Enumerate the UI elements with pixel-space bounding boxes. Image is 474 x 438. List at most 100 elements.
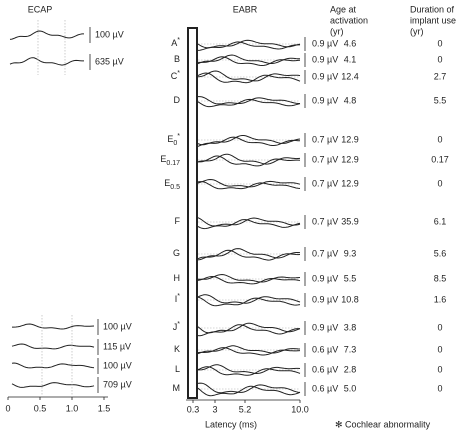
scale-label: 115 µV: [103, 341, 131, 351]
scale-label: 635 µV: [95, 56, 124, 66]
age: 5.0: [344, 383, 357, 393]
ecap-trace: [11, 362, 95, 369]
row-letter: E: [160, 154, 166, 164]
eabr-trace: [197, 70, 301, 82]
row-label: B: [174, 54, 180, 64]
row-note: *: [177, 70, 180, 77]
eabr-trace: [198, 364, 301, 375]
eabr-trace: [197, 382, 301, 394]
x-tick-label: 0.3: [187, 404, 200, 414]
age: 35.9: [341, 216, 359, 226]
scale-label: 0.9 µV: [312, 38, 338, 48]
duration: 0: [437, 178, 442, 188]
row-letter: J: [173, 322, 178, 332]
row-subscript: 0: [173, 140, 177, 147]
row-label: A*: [171, 37, 180, 49]
row-letter: H: [174, 273, 181, 283]
eabr-trace: [197, 136, 301, 147]
duration: 0.17: [431, 154, 449, 164]
row-label: F: [175, 216, 181, 226]
eabr-trace: [197, 324, 300, 337]
x-tick-label: 3: [212, 404, 217, 414]
duration: 1.6: [434, 294, 447, 304]
row-letter: I: [175, 294, 178, 304]
age: 9.3: [344, 248, 357, 258]
eabr-trace: [197, 72, 301, 84]
eabr-trace: [198, 96, 300, 105]
scale-label: 0.9 µV: [312, 294, 338, 304]
eabr-trace: [197, 275, 301, 285]
eabr-trace: [197, 219, 301, 230]
ecap-title: ECAP: [28, 4, 53, 14]
eabr-trace: [197, 178, 301, 188]
row-letter: B: [174, 54, 180, 64]
age-header: activation: [330, 15, 368, 25]
eabr-trace: [197, 296, 301, 307]
row-label: I*: [175, 293, 181, 305]
duration-header: Duration of: [410, 4, 455, 14]
row-subscript: 0.17: [166, 160, 180, 167]
row-note: *: [177, 133, 180, 140]
age: 12.9: [341, 178, 359, 188]
eabr-trace: [197, 294, 301, 304]
row-letter: F: [175, 216, 181, 226]
age: 12.4: [341, 71, 359, 81]
scale-label: 0.7 µV: [312, 134, 338, 144]
age-header: (yr): [330, 26, 344, 36]
eabr-trace: [197, 181, 301, 190]
duration: 0: [437, 322, 442, 332]
ecap-trace: [12, 323, 95, 330]
duration-header: implant use: [410, 15, 456, 25]
duration: 0: [437, 364, 442, 374]
row-letter: E: [164, 178, 170, 188]
age: 10.8: [341, 294, 359, 304]
eabr-trace: [198, 273, 301, 283]
scale-label: 0.7 µV: [312, 216, 338, 226]
eabr-title: EABR: [233, 4, 258, 14]
duration: 2.7: [434, 71, 447, 81]
scale-label: 0.6 µV: [312, 364, 338, 374]
scale-label: 0.9 µV: [312, 54, 338, 64]
ecap-trace: [9, 30, 84, 40]
eabr-trace: [197, 39, 301, 49]
duration: 0: [437, 134, 442, 144]
row-label: G: [173, 248, 180, 258]
row-letter: E: [167, 134, 173, 144]
row-subscript: 0.5: [170, 184, 180, 191]
row-note: *: [177, 321, 180, 328]
scale-label: 0.9 µV: [312, 95, 338, 105]
scale-label: 100 µV: [103, 360, 132, 370]
eabr-trace: [197, 249, 301, 261]
duration: 5.5: [434, 95, 447, 105]
age: 2.8: [344, 364, 357, 374]
scale-label: 0.7 µV: [312, 154, 338, 164]
x-tick-label: 1.0: [66, 403, 79, 413]
age: 3.8: [344, 322, 357, 332]
eabr-trace: [198, 155, 301, 167]
scale-label: 100 µV: [103, 321, 132, 331]
row-label: J*: [173, 321, 181, 333]
row-letter: C: [171, 71, 178, 81]
age: 12.9: [341, 134, 359, 144]
age: 5.5: [344, 273, 357, 283]
duration: 5.6: [434, 248, 447, 258]
scale-label: 0.6 µV: [312, 383, 338, 393]
duration: 8.5: [434, 273, 447, 283]
scale-label: 0.7 µV: [312, 248, 338, 258]
row-letter: D: [174, 95, 181, 105]
row-label: C*: [171, 70, 181, 82]
row-label: E0.5: [164, 178, 180, 190]
row-label: L: [175, 364, 180, 374]
eabr-trace: [197, 153, 301, 165]
age: 7.3: [344, 344, 357, 354]
eabr-trace: [197, 347, 301, 356]
scale-label: 0.9 µV: [312, 71, 338, 81]
row-note: *: [177, 293, 180, 300]
ecap-trace: [11, 343, 95, 350]
footnote: ✻ Cochlear abnormality: [335, 419, 431, 429]
row-note: *: [177, 37, 180, 44]
age-header: Age at: [330, 4, 357, 14]
eabr-trace: [197, 98, 301, 108]
row-label: D: [174, 95, 181, 105]
